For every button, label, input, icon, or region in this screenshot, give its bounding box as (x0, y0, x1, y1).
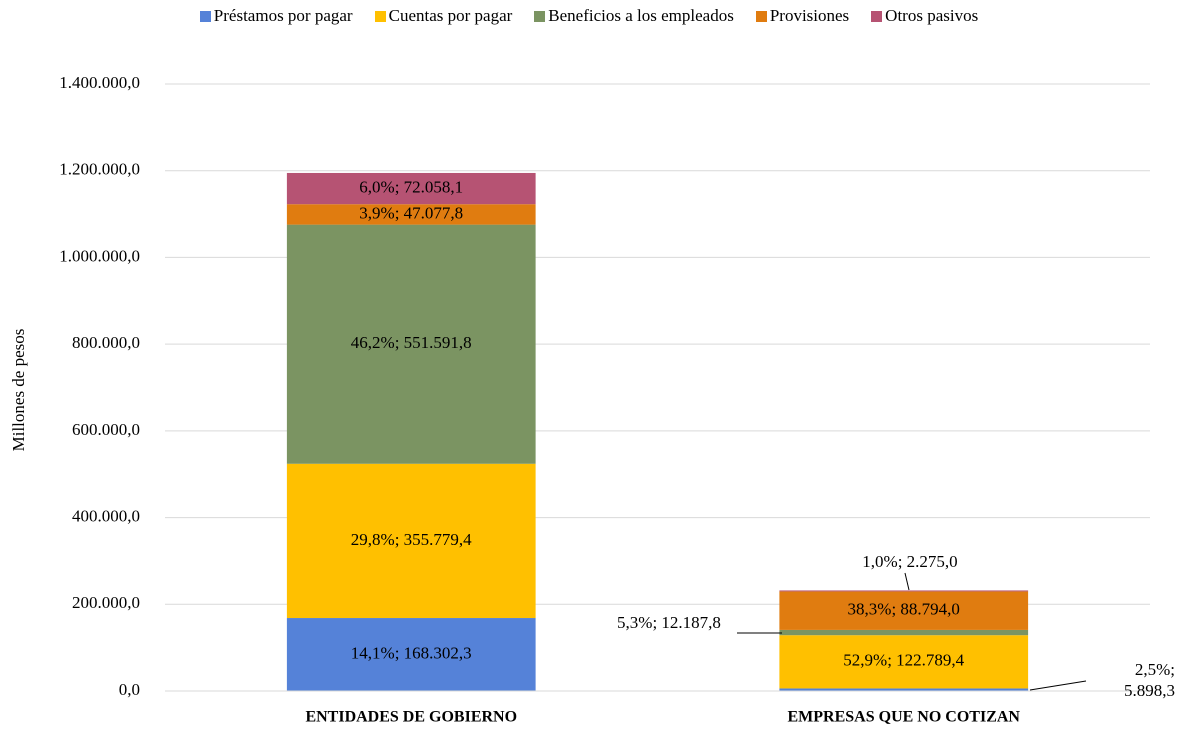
data-label: 38,3%; 88.794,0 (848, 600, 960, 619)
data-label: 1,0%; 2.275,0 (862, 552, 958, 571)
leader-line (1029, 680, 1087, 691)
bar-segment (779, 590, 1029, 592)
data-label: 52,9%; 122.789,4 (843, 651, 964, 670)
data-label: 46,2%; 551.591,8 (351, 333, 472, 352)
y-tick-label: 400.000,0 (72, 506, 140, 525)
legend-swatch (374, 10, 386, 22)
legend-item: Otros pasivos (871, 6, 978, 26)
leader-line (904, 572, 910, 591)
legend-swatch (871, 10, 883, 22)
legend-label: Otros pasivos (885, 6, 979, 25)
bar-segment (286, 204, 536, 225)
data-label: 14,1%; 168.302,3 (351, 643, 472, 662)
legend-item: Cuentas por pagar (374, 6, 513, 26)
bar-segment (286, 463, 536, 619)
x-tick-label: EMPRESAS QUE NO COTIZAN (788, 709, 1021, 726)
y-tick-label: 800.000,0 (72, 333, 140, 352)
legend: Préstamos por pagar Cuentas por pagar Bene… (0, 6, 1178, 26)
bar-segment (286, 618, 536, 691)
data-label: 2,5%; 5.898,3 (1124, 660, 1175, 700)
bar-segment (779, 629, 1029, 636)
legend-label: Provisiones (769, 6, 850, 25)
data-label: 29,8%; 355.779,4 (351, 530, 472, 549)
bar-segment (286, 172, 536, 205)
bar-segment (779, 591, 1029, 630)
legend-swatch (534, 10, 546, 22)
legend-item: Provisiones (755, 6, 850, 26)
y-tick-label: 600.000,0 (72, 420, 140, 439)
legend-swatch (755, 10, 767, 22)
y-tick-label: 200.000,0 (72, 593, 140, 612)
legend-swatch (199, 10, 211, 22)
y-tick-label: 1.000.000,0 (59, 246, 140, 265)
bar-segment (779, 688, 1029, 691)
x-tick-label: ENTIDADES DE GOBIERNO (305, 709, 517, 726)
legend-label: Préstamos por pagar (213, 6, 353, 25)
y-tick-label: 0,0 (119, 680, 140, 699)
bar-segment (286, 224, 536, 464)
legend-label: Cuentas por pagar (388, 6, 513, 25)
data-label: 5,3%; 12.187,8 (617, 613, 721, 632)
legend-item: Préstamos por pagar (199, 6, 353, 26)
data-label: 3,9%; 47.077,8 (359, 203, 463, 222)
y-tick-label: 1.200.000,0 (59, 160, 140, 179)
y-tick-label: 1.400.000,0 (59, 73, 140, 92)
y-axis-label: Millones de pesos (9, 329, 28, 452)
bar-segment (779, 635, 1029, 689)
legend-label: Beneficios a los empleados (548, 6, 734, 25)
data-label: 6,0%; 72.058,1 (359, 177, 463, 196)
legend-item: Beneficios a los empleados (534, 6, 734, 26)
